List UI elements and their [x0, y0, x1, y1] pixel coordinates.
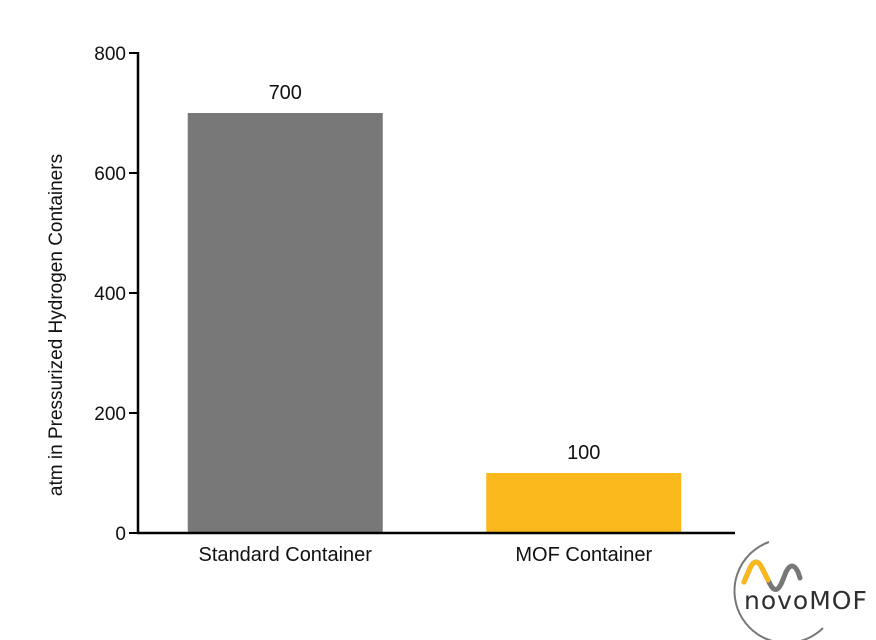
y-tick-label: 400: [94, 284, 126, 305]
data-label: 100: [567, 442, 600, 464]
bar: [486, 473, 682, 533]
y-axis-title: atm in Pressurized Hydrogen Containers: [46, 154, 67, 496]
logo-wave-accent-icon: [741, 559, 771, 585]
y-tick-label: 0: [115, 524, 126, 545]
y-tick-label: 800: [94, 44, 126, 65]
logo-ring: [733, 541, 824, 640]
x-category-label: Standard Container: [199, 544, 373, 566]
y-tick-label: 200: [94, 404, 126, 425]
novomof-logo: novoMOF: [733, 541, 868, 640]
logo-text: novoMOF: [744, 586, 868, 615]
y-axis: 0 200 400 600 800: [94, 44, 140, 545]
y-tick-label: 600: [94, 164, 126, 185]
x-category-label: MOF Container: [515, 544, 652, 566]
bars: 700 100: [187, 82, 682, 533]
bar: [187, 113, 383, 533]
x-axis: Standard Container MOF Container: [137, 531, 735, 566]
data-label: 700: [269, 82, 302, 104]
